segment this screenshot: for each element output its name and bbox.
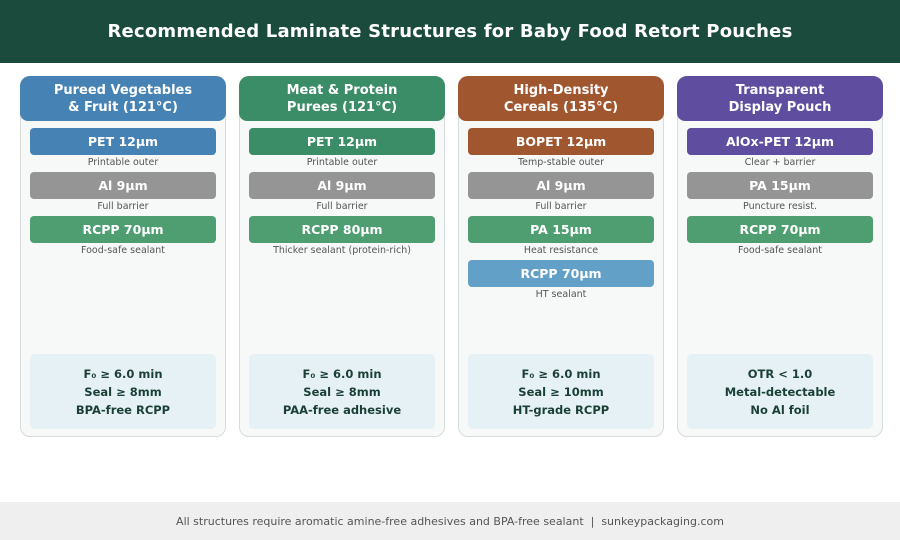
layer-outer: BOPET 12µm xyxy=(468,128,654,155)
layer-note: Full barrier xyxy=(97,201,149,212)
layer-note: Puncture resist. xyxy=(743,201,817,212)
spec-line: Seal ≥ 8mm xyxy=(84,384,162,399)
spec-line: F₀ ≥ 6.0 min xyxy=(521,366,601,381)
structure-card-transparent: Transparent Display Pouch AlOx-PET 12µm … xyxy=(677,76,883,437)
spec-line: F₀ ≥ 6.0 min xyxy=(83,366,163,381)
card-title-line1: Pureed Vegetables xyxy=(53,82,193,98)
card-title-line2: Purees (121°C) xyxy=(286,99,398,115)
spec-box: F₀ ≥ 6.0 min Seal ≥ 8mm PAA-free adhesiv… xyxy=(249,354,435,429)
card-header: Transparent Display Pouch xyxy=(677,76,883,121)
page-header: Recommended Laminate Structures for Baby… xyxy=(0,0,900,63)
spec-line: BPA-free RCPP xyxy=(75,402,171,417)
layer-note: Heat resistance xyxy=(523,245,599,256)
card-header: Meat & Protein Purees (121°C) xyxy=(239,76,445,121)
structure-card-pureed-veg: Pureed Vegetables & Fruit (121°C) PET 12… xyxy=(20,76,226,437)
spec-line: HT-grade RCPP xyxy=(512,402,610,417)
layer-note: Full barrier xyxy=(535,201,587,212)
layer-note: Printable outer xyxy=(306,157,378,168)
layer-sealant: RCPP 80µm xyxy=(249,216,435,243)
layer-barrier: Al 9µm xyxy=(468,172,654,199)
layer-note: Food-safe sealant xyxy=(737,245,822,256)
footer-text: All structures require aromatic amine-fr… xyxy=(176,514,724,528)
spec-line: OTR < 1.0 xyxy=(747,366,813,381)
spec-line: No Al foil xyxy=(750,402,810,417)
layer-pa: PA 15µm xyxy=(687,172,873,199)
layer-note: Printable outer xyxy=(87,157,159,168)
page-footer: All structures require aromatic amine-fr… xyxy=(0,502,900,540)
card-title-line1: Transparent xyxy=(735,82,825,98)
layer-outer: PET 12µm xyxy=(249,128,435,155)
layer-pa: PA 15µm xyxy=(468,216,654,243)
spec-box: OTR < 1.0 Metal-detectable No Al foil xyxy=(687,354,873,429)
spec-box: F₀ ≥ 6.0 min Seal ≥ 10mm HT-grade RCPP xyxy=(468,354,654,429)
card-header: High-Density Cereals (135°C) xyxy=(458,76,664,121)
card-header: Pureed Vegetables & Fruit (121°C) xyxy=(20,76,226,121)
layer-note: HT sealant xyxy=(535,289,587,300)
card-title-line1: High-Density xyxy=(513,82,609,98)
spec-line: PAA-free adhesive xyxy=(282,402,402,417)
layer-note: Temp-stable outer xyxy=(517,157,605,168)
layer-sealant: RCPP 70µm xyxy=(30,216,216,243)
spec-box: F₀ ≥ 6.0 min Seal ≥ 8mm BPA-free RCPP xyxy=(30,354,216,429)
layer-sealant: RCPP 70µm xyxy=(687,216,873,243)
layer-note: Thicker sealant (protein-rich) xyxy=(273,245,411,256)
structure-card-cereals: High-Density Cereals (135°C) BOPET 12µm … xyxy=(458,76,664,437)
layer-note: Full barrier xyxy=(316,201,368,212)
card-title-line2: Cereals (135°C) xyxy=(503,99,619,115)
layer-outer: PET 12µm xyxy=(30,128,216,155)
layer-note: Clear + barrier xyxy=(744,157,816,168)
page-title: Recommended Laminate Structures for Baby… xyxy=(107,21,793,42)
card-title-line2: Display Pouch xyxy=(728,99,832,115)
layer-note: Food-safe sealant xyxy=(80,245,165,256)
spec-line: Seal ≥ 8mm xyxy=(303,384,381,399)
structure-card-meat-protein: Meat & Protein Purees (121°C) PET 12µm P… xyxy=(239,76,445,437)
card-title-line1: Meat & Protein xyxy=(286,82,398,98)
spec-line: Metal-detectable xyxy=(724,384,836,399)
layer-sealant: RCPP 70µm xyxy=(468,260,654,287)
card-title-line2: & Fruit (121°C) xyxy=(68,99,178,115)
layer-barrier: Al 9µm xyxy=(249,172,435,199)
layer-outer: AlOx-PET 12µm xyxy=(687,128,873,155)
layer-barrier: Al 9µm xyxy=(30,172,216,199)
spec-line: F₀ ≥ 6.0 min xyxy=(302,366,382,381)
spec-line: Seal ≥ 10mm xyxy=(518,384,604,399)
